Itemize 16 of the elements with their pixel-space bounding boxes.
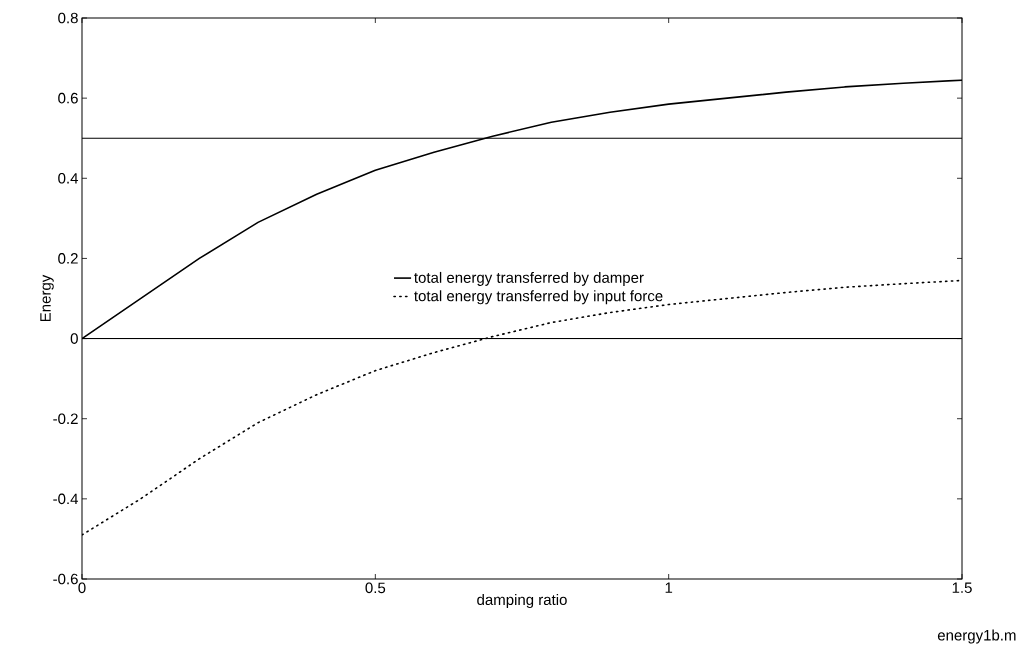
legend-label: total energy transferred by damper [414, 271, 644, 286]
y-tick-label: 0.2 [58, 253, 78, 264]
y-tick-label: 0.6 [58, 92, 78, 104]
y-tick-label: 0 [70, 333, 78, 344]
y-tick-label: 0.4 [58, 172, 79, 184]
y-tick-label: -0.4 [53, 493, 79, 505]
x-tick-label: 0.5 [365, 582, 386, 594]
x-tick-label: 1.5 [952, 582, 972, 593]
x-tick-label: 1 [665, 582, 673, 593]
x-axis-title: damping ratio [477, 594, 567, 608]
y-tick-label: -0.6 [53, 573, 78, 585]
text: energy1b.m [937, 629, 1016, 644]
y-axis-title: Energy [40, 274, 54, 322]
legend-label: total energy transferred by input force [414, 290, 663, 305]
y-tick-label: 0.8 [58, 12, 78, 24]
y-tick-label: -0.2 [53, 413, 78, 425]
